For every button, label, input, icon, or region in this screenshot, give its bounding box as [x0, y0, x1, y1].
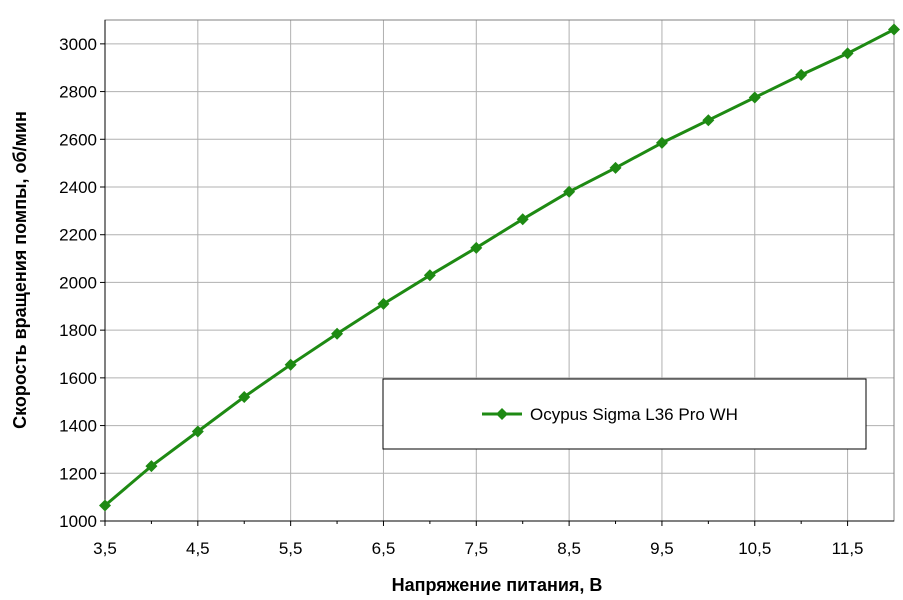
y-tick-label: 2600 — [59, 130, 97, 149]
x-tick-label: 3,5 — [93, 539, 117, 558]
data-point — [516, 213, 529, 226]
data-point — [191, 425, 204, 438]
data-point — [702, 114, 715, 127]
series-line — [104, 28, 895, 507]
y-tick-label: 1000 — [59, 512, 97, 531]
y-tick-label: 1800 — [59, 321, 97, 340]
legend: Ocypus Sigma L36 Pro WH — [382, 378, 867, 450]
data-point — [841, 47, 854, 60]
y-tick-label: 1200 — [59, 464, 97, 483]
legend-box — [382, 378, 867, 450]
x-tick-label: 8,5 — [557, 539, 581, 558]
y-axis-title: Скорость вращения помпы, об/мин — [10, 111, 30, 429]
tick-labels: 1000 1200 1400 1600 1800 2000 2200 2400 2600 2800… — [59, 35, 863, 558]
x-tick-label: 5,5 — [279, 539, 303, 558]
data-point — [377, 297, 390, 310]
x-tick-label: 9,5 — [650, 539, 674, 558]
axes — [100, 20, 894, 526]
data-point — [284, 358, 297, 371]
data-point — [238, 390, 251, 403]
x-axis-title: Напряжение питания, В — [392, 575, 603, 595]
data-point — [748, 91, 761, 104]
y-tick-label: 3000 — [59, 35, 97, 54]
series-group — [99, 23, 900, 512]
legend-label: Ocypus Sigma L36 Pro WH — [530, 405, 738, 424]
data-point — [795, 68, 808, 81]
data-point — [423, 269, 436, 282]
data-point — [99, 499, 111, 512]
x-tick-label: 4,5 — [186, 539, 210, 558]
y-tick-label: 2000 — [59, 273, 97, 292]
y-tick-label: 1400 — [59, 417, 97, 436]
data-point — [888, 23, 900, 36]
x-tick-label: 6,5 — [372, 539, 396, 558]
data-point — [331, 327, 344, 340]
y-tick-label: 2200 — [59, 226, 97, 245]
data-point — [609, 161, 622, 174]
data-point — [655, 136, 668, 149]
x-tick-label: 11,5 — [832, 539, 864, 558]
data-point — [145, 460, 158, 473]
data-point — [563, 185, 576, 198]
x-tick-label: 10,5 — [738, 539, 771, 558]
y-tick-label: 2400 — [59, 178, 97, 197]
data-point — [470, 241, 483, 254]
y-tick-label: 2800 — [59, 83, 97, 102]
legend-marker-icon — [496, 408, 508, 420]
x-tick-label: 7,5 — [464, 539, 488, 558]
y-tick-label: 1600 — [59, 369, 97, 388]
